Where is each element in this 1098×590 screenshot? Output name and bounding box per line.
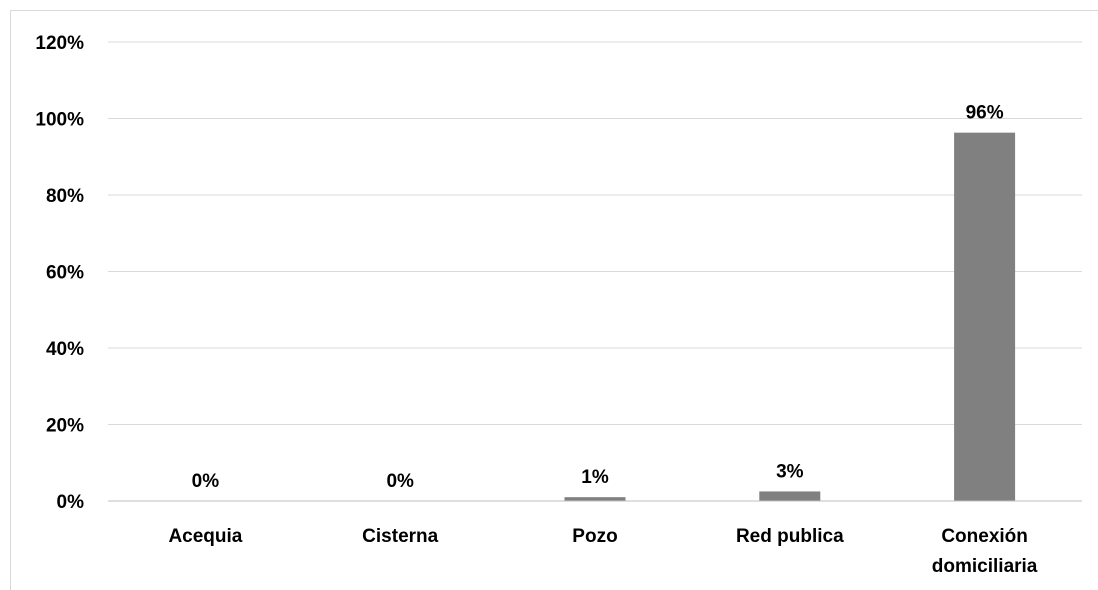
bar — [954, 132, 1016, 501]
y-tick-label: 60% — [46, 263, 84, 284]
y-tick-label: 100% — [35, 110, 84, 131]
data-label: 3% — [776, 461, 804, 482]
y-tick-label: 20% — [46, 416, 84, 437]
data-label: 0% — [192, 471, 220, 492]
gridlines — [108, 41, 1082, 425]
x-tick-label: Acequia — [168, 526, 242, 547]
y-axis-tick-labels: 0% 20% 40% 60% 80% 100% 120% — [35, 33, 84, 513]
chart-frame-left — [10, 10, 11, 590]
y-tick-label: 80% — [46, 186, 84, 207]
data-label: 1% — [581, 467, 609, 488]
data-label: 96% — [966, 103, 1004, 124]
x-tick-label: Cisterna — [362, 526, 438, 547]
x-tick-label: Pozo — [572, 526, 617, 547]
y-tick-label: 0% — [57, 492, 85, 513]
x-tick-label: Red publica — [736, 526, 844, 547]
data-label: 0% — [386, 471, 414, 492]
data-labels: 0% 0% 1% 3% 96% — [192, 103, 1004, 492]
chart-frame-top — [10, 10, 1098, 11]
bar — [564, 497, 626, 501]
y-tick-label: 40% — [46, 339, 84, 360]
y-tick-label: 120% — [35, 33, 84, 54]
x-tick-label: Conexión domiciliaria — [932, 526, 1038, 577]
x-axis-category-labels: Acequia Cisterna Pozo Red publica Conexión do… — [168, 526, 1037, 577]
bars — [564, 132, 1016, 501]
bar — [759, 491, 821, 501]
